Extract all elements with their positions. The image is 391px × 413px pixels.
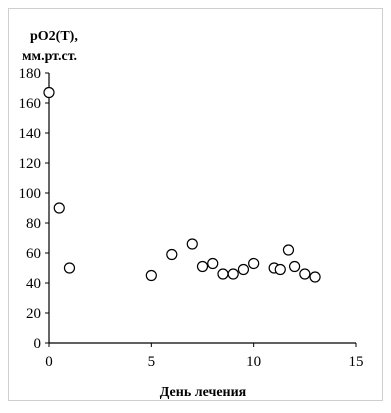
- ticks-layer: 0 20 40 60 80 100 120 140 160 180 0 5 10 15: [19, 66, 364, 370]
- y-tick-label: 160: [19, 96, 42, 112]
- data-point: [166, 248, 178, 261]
- data-point: [289, 260, 301, 273]
- data-point: [207, 257, 219, 270]
- axes-layer: [48, 73, 356, 344]
- chart-border: [8, 8, 383, 401]
- x-axis-label: День лечения: [160, 385, 247, 400]
- data-point: [53, 202, 65, 214]
- data-point: [43, 86, 55, 99]
- y-tick-label: 60: [26, 246, 41, 262]
- data-point: [248, 257, 260, 270]
- data-point: [274, 263, 286, 276]
- x-tick-label: 5: [148, 354, 156, 370]
- y-tick-label: 20: [26, 306, 41, 322]
- y-tick-label: 180: [19, 66, 42, 82]
- data-point: [309, 271, 321, 283]
- data-point: [145, 269, 157, 282]
- y-axis-label-line1: pO2(T),: [30, 29, 78, 44]
- data-point: [196, 260, 209, 273]
- data-point: [237, 263, 250, 276]
- y-tick-label: 40: [26, 276, 41, 292]
- x-tick-label: 0: [45, 354, 53, 370]
- x-tick-label: 10: [246, 354, 261, 370]
- y-tick-label: 0: [34, 336, 42, 352]
- data-point: [227, 268, 239, 280]
- x-tick-label: 15: [349, 354, 364, 370]
- data-point: [186, 238, 198, 250]
- y-tick-label: 120: [19, 156, 42, 172]
- data-point: [299, 268, 311, 280]
- y-tick-label: 140: [19, 126, 42, 142]
- points-layer: [43, 86, 321, 283]
- y-tick-label: 100: [19, 186, 42, 202]
- data-point: [282, 244, 295, 256]
- y-axis-label-line2: мм.рт.ст.: [22, 49, 77, 64]
- y-tick-label: 80: [26, 216, 41, 232]
- data-point: [217, 268, 229, 280]
- data-point: [63, 262, 76, 274]
